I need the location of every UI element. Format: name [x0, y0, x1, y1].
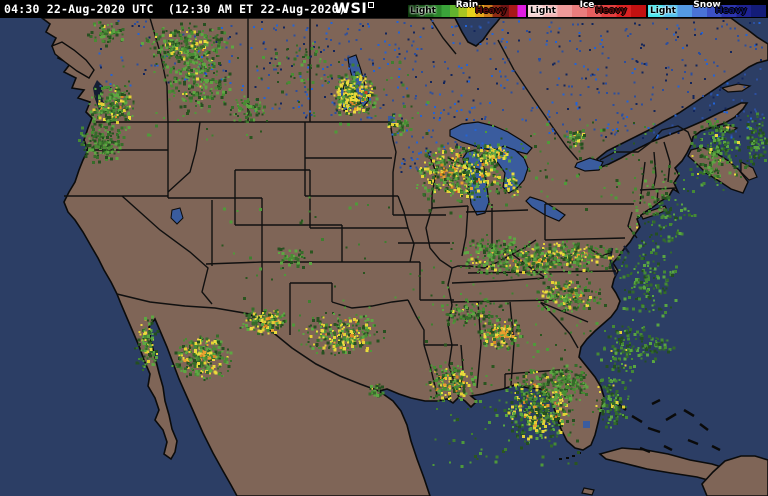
legend-snow-heavy-label: Heavy: [715, 6, 747, 16]
isle-of-youth: [581, 487, 595, 496]
lake-ontario: [574, 157, 604, 172]
great-salt-lake: [170, 207, 184, 225]
legend-ice-heavy-label: Heavy: [595, 6, 627, 16]
radar-echoes: [78, 20, 768, 450]
lake-superior: [449, 121, 533, 155]
legend-ice-label: Ice: [579, 0, 595, 10]
timestamp-text: 04:30 22-Aug-2020 UTC (12:30 AM ET 22-Au…: [4, 2, 346, 16]
legend-snow-bar: Light Snow Heavy: [648, 0, 766, 17]
legend-rain-label: Rain: [455, 0, 479, 10]
bahamas-islands: [617, 398, 721, 454]
anticosti-island: [720, 83, 752, 93]
legend-rain-light-label: Light: [410, 6, 436, 16]
header-bar: 04:30 22-Aug-2020 UTC (12:30 AM ET 22-Au…: [0, 0, 768, 18]
hispaniola: [701, 455, 768, 496]
wsi-degree-mark: [368, 2, 375, 8]
wsi-logo: WSI: [334, 1, 375, 17]
state-borders: [64, 18, 693, 399]
legend-ice-light-label: Light: [530, 6, 556, 16]
lake-okeechobee: [583, 421, 590, 428]
legend-snow-label: Snow: [693, 0, 721, 10]
delaware-bay: [623, 245, 630, 254]
vancouver-island: [51, 41, 95, 79]
legend-ice-bar: Light Ice Heavy: [528, 0, 646, 17]
radar-map: [0, 18, 768, 496]
legend-rain-bar: Light Rain Heavy: [408, 0, 526, 17]
legend-snow-light-label: Light: [650, 6, 676, 16]
legend-rain-heavy-label: Heavy: [475, 6, 507, 16]
